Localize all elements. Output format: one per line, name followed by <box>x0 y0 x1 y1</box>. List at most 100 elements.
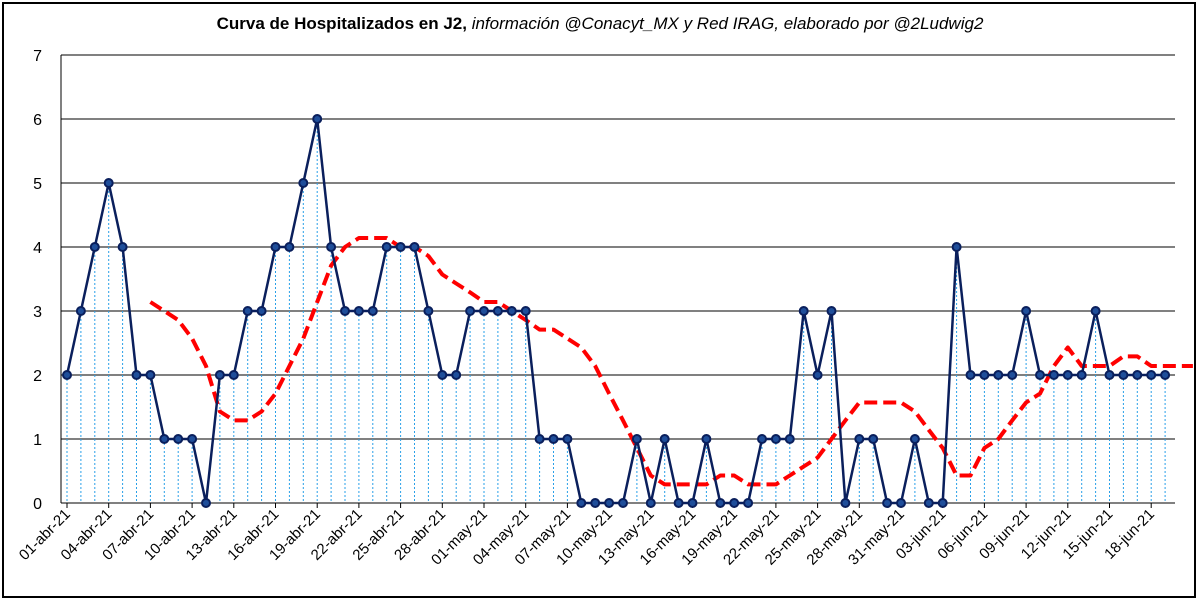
data-point <box>423 306 434 316</box>
data-point <box>604 498 615 508</box>
chart-title: Curva de Hospitalizados en J2, informaci… <box>0 14 1200 34</box>
data-point <box>62 370 72 380</box>
data-point <box>659 434 670 444</box>
data-point <box>256 306 267 316</box>
data-point <box>89 242 100 252</box>
x-tick-labels: 01-abr-2104-abr-2107-abr-2110-abr-2113-a… <box>16 503 1158 569</box>
data-point <box>1076 370 1087 380</box>
drop-lines <box>66 119 1166 503</box>
data-point <box>117 242 128 252</box>
y-tick-label: 0 <box>33 496 42 513</box>
data-point <box>687 498 698 508</box>
data-point <box>951 242 962 252</box>
data-point <box>270 242 281 252</box>
data-point <box>1021 306 1032 316</box>
data-point <box>353 306 364 316</box>
data-point <box>1048 370 1059 380</box>
data-point <box>228 370 239 380</box>
data-point <box>103 178 114 188</box>
grid-lines <box>61 54 1175 440</box>
data-point <box>673 498 684 508</box>
data-point <box>729 498 740 508</box>
data-point <box>631 434 642 444</box>
data-point <box>1104 370 1115 380</box>
y-tick-label: 4 <box>33 240 42 257</box>
data-point <box>548 434 559 444</box>
data-point <box>798 306 809 316</box>
data-point <box>1035 370 1045 380</box>
data-point <box>937 498 948 508</box>
data-point <box>492 306 503 316</box>
data-point <box>1132 370 1143 380</box>
data-point <box>562 434 573 444</box>
data-point <box>520 306 531 316</box>
data-point <box>381 242 392 252</box>
data-point <box>395 242 406 252</box>
data-point <box>812 370 823 380</box>
data-point <box>868 434 879 444</box>
data-point <box>784 434 795 444</box>
data-point <box>896 498 906 508</box>
data-point <box>187 434 198 444</box>
y-tick-label: 6 <box>33 112 42 129</box>
series-layer <box>62 114 1193 508</box>
y-tick-label: 2 <box>33 368 42 385</box>
data-point <box>284 242 295 252</box>
data-point <box>757 434 767 444</box>
data-point <box>326 242 337 252</box>
y-tick-label: 1 <box>33 432 42 449</box>
data-point <box>214 370 225 380</box>
data-point <box>576 498 587 508</box>
data-point <box>826 306 837 316</box>
data-point <box>1062 370 1073 380</box>
data-point <box>312 114 323 124</box>
data-point <box>965 370 976 380</box>
data-point <box>909 434 920 444</box>
data-point <box>75 306 86 316</box>
y-tick-label: 7 <box>33 48 42 65</box>
data-point <box>882 498 893 508</box>
data-point <box>242 306 253 316</box>
data-point <box>201 498 211 508</box>
chart-title-source: información @Conacyt_MX y Red IRAG, elab… <box>471 14 984 33</box>
data-point <box>159 434 170 444</box>
data-point <box>770 434 781 444</box>
data-point <box>1146 370 1157 380</box>
data-point <box>1007 370 1018 380</box>
data-point <box>409 242 420 252</box>
data-point <box>145 370 156 380</box>
data-point <box>131 370 142 380</box>
data-point <box>840 498 851 508</box>
data-point <box>1160 370 1171 380</box>
y-tick-label: 5 <box>33 176 42 193</box>
data-point <box>506 306 517 316</box>
moving-average-line <box>149 236 1193 487</box>
data-point <box>298 178 309 188</box>
axes <box>60 55 1175 504</box>
data-point <box>1118 370 1129 380</box>
data-point <box>701 434 712 444</box>
chart-title-main: Curva de Hospitalizados en J2, <box>216 14 467 33</box>
data-point <box>479 306 489 316</box>
data-point <box>979 370 990 380</box>
data-point <box>367 306 378 316</box>
data-point <box>715 498 726 508</box>
data-point <box>743 498 754 508</box>
y-tick-labels: 0 1 2 3 4 5 6 7 <box>33 48 42 513</box>
data-point <box>590 498 601 508</box>
data-point <box>465 306 476 316</box>
data-point <box>993 370 1004 380</box>
data-point <box>173 434 184 444</box>
data-point <box>340 306 350 316</box>
data-point <box>534 434 545 444</box>
data-point <box>1090 306 1101 316</box>
data-point <box>645 498 656 508</box>
data-point <box>923 498 934 508</box>
data-point <box>618 498 628 508</box>
data-point <box>437 370 448 380</box>
y-tick-label: 3 <box>33 304 42 321</box>
data-point <box>854 434 865 444</box>
data-point <box>451 370 462 380</box>
